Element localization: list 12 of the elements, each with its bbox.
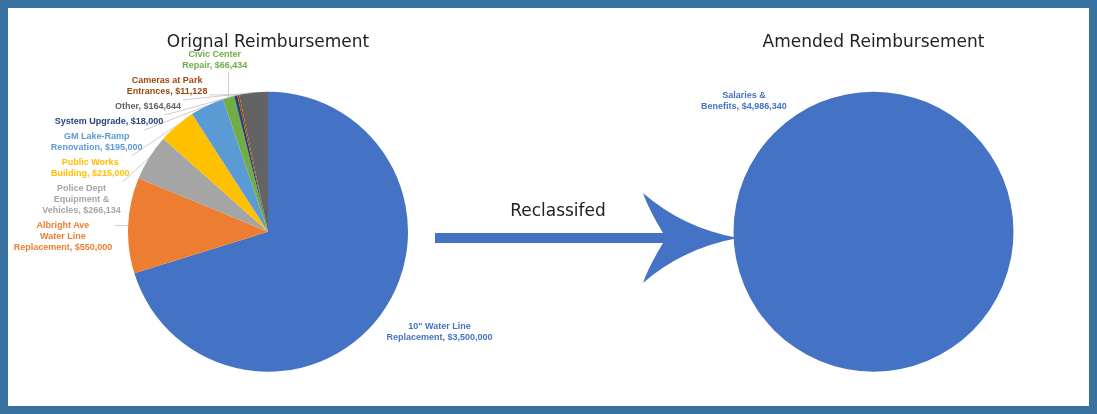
chart-title: Amended Reimbursement bbox=[762, 30, 985, 51]
slice-label: Other, $164,644 bbox=[114, 100, 182, 111]
slice-label: 10" Water Line Replacement, $3,500,000 bbox=[386, 320, 493, 342]
slice-label: Cameras at Park Entrances, $11,128 bbox=[126, 74, 208, 96]
chart-title: Orignal Reimbursement bbox=[166, 30, 370, 51]
text: Reclassifed bbox=[509, 200, 607, 220]
slice-label: GM Lake-Ramp Renovation, $195,000 bbox=[50, 130, 143, 152]
slice-label: Public Works Building, $215,000 bbox=[50, 156, 130, 178]
slice-label: System Upgrade, $18,000 bbox=[54, 115, 164, 126]
slice-label: Police Dept Equipment & Vehicles, $266,134 bbox=[42, 182, 121, 215]
slice-label: Albright Ave Water Line Replacement, $550,000 bbox=[13, 219, 113, 252]
slice-label: Salaries & Benefits, $4,986,340 bbox=[701, 89, 787, 111]
